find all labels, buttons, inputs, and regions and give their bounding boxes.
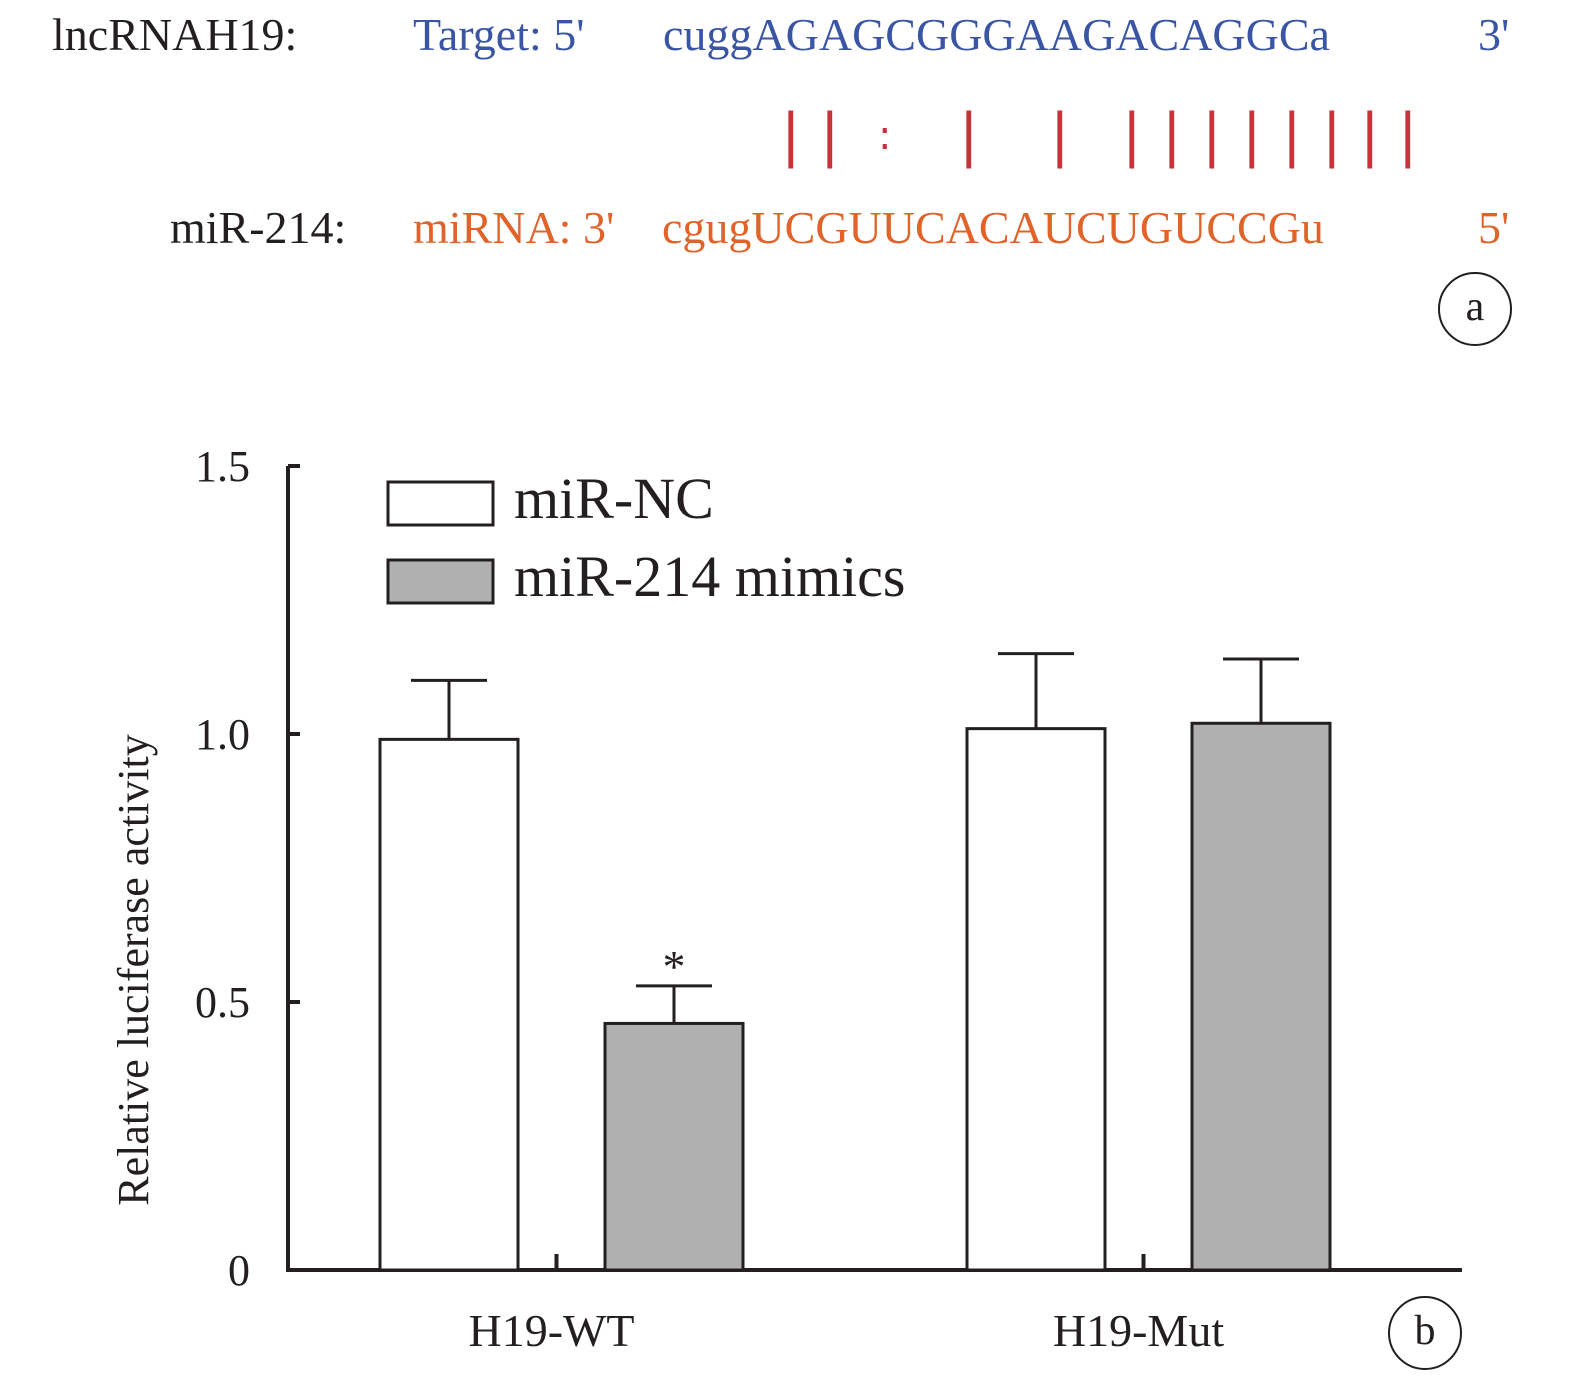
target-prefix: Target: 5': [413, 9, 585, 60]
target-suffix: 3': [1478, 9, 1510, 60]
bar: [603, 1021, 745, 1272]
target-label: lncRNAH19:: [52, 9, 298, 60]
target-sequence: cuggAGAGCGGGAAGACAGGCa: [663, 9, 1330, 60]
legend-swatch: [386, 558, 495, 605]
legend-label: miR-214 mimics: [514, 544, 906, 609]
significance-mark: *: [663, 941, 686, 992]
mirna-prefix: miRNA: 3': [413, 202, 615, 253]
legend-label: miR-NC: [514, 466, 714, 531]
pairing-mark: |: [1282, 101, 1302, 169]
panel-a-badge: a: [1438, 272, 1512, 346]
pairing-mark: |: [959, 101, 979, 169]
mirna-suffix: 5': [1478, 202, 1510, 253]
y-tick-label: 1.0: [195, 710, 250, 759]
y-tick-label: 1.5: [195, 442, 250, 491]
pairing-mark: |: [1122, 101, 1142, 169]
x-category-label: H19-WT: [468, 1305, 634, 1356]
y-tick-label: 0: [228, 1246, 250, 1295]
bar: [1190, 721, 1332, 1272]
panel-b-badge: b: [1388, 1296, 1462, 1370]
y-axis-title: Relative luciferase activity: [109, 734, 158, 1206]
pairing-mark: |: [781, 101, 801, 169]
pairing-mark: :: [878, 113, 892, 159]
pairing-marks: | |: | | | | | | | | | |: [0, 100, 1575, 170]
pairing-mark: |: [1398, 101, 1418, 169]
pairing-mark: |: [1242, 101, 1262, 169]
x-category-label: H19-Mut: [1053, 1305, 1224, 1356]
mirna-label: miR-214:: [170, 202, 347, 253]
pairing-mark: |: [1360, 101, 1380, 169]
pairing-mark: |: [1050, 101, 1070, 169]
pairing-mark: |: [1162, 101, 1182, 169]
bar: [378, 737, 520, 1272]
pairing-mark: |: [820, 101, 840, 169]
bar: [965, 727, 1107, 1272]
pairing-mark: |: [1322, 101, 1342, 169]
y-tick-label: 0.5: [195, 978, 250, 1027]
mirna-sequence: cgugUCGUUCACAUCUGUCCGu: [662, 202, 1324, 253]
pairing-mark: |: [1202, 101, 1222, 169]
legend-swatch: [386, 480, 495, 527]
